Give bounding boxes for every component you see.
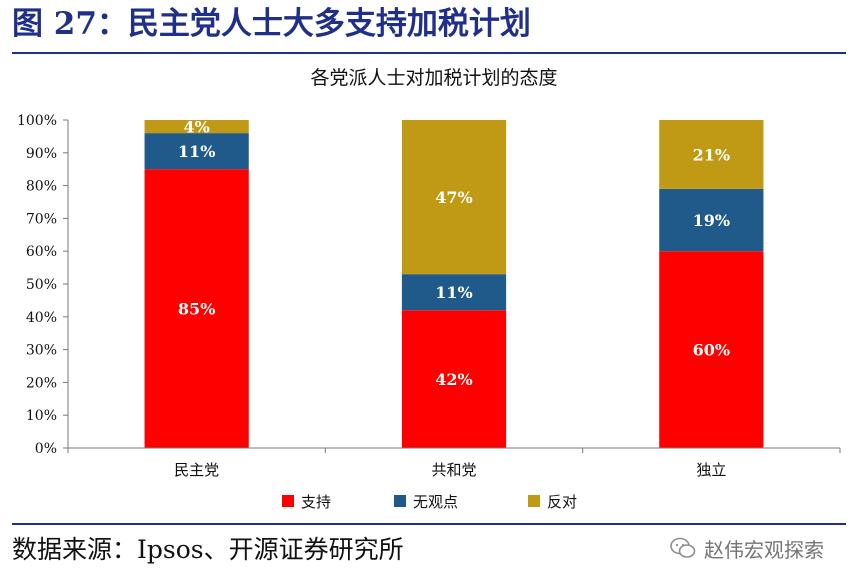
data-source-note: 数据来源：Ipsos、开源证券研究所 xyxy=(12,535,404,564)
y-tick-label: 10% xyxy=(26,408,57,424)
legend-swatch xyxy=(282,495,294,507)
legend-label: 无观点 xyxy=(413,493,458,511)
wechat-icon xyxy=(670,537,696,558)
x-category-label: 独立 xyxy=(696,461,726,479)
y-tick-label: 40% xyxy=(26,310,57,326)
data-label: 42% xyxy=(435,370,472,389)
legend-label: 支持 xyxy=(301,493,331,511)
x-category-label: 共和党 xyxy=(431,461,476,479)
legend-swatch xyxy=(528,495,540,507)
y-tick-label: 80% xyxy=(26,179,57,195)
watermark: 赵伟宏观探索 xyxy=(670,528,824,568)
y-tick-label: 30% xyxy=(26,343,57,359)
legend: 支持 无观点 反对 xyxy=(282,493,577,511)
bar-segment xyxy=(401,120,507,275)
bar-segment xyxy=(144,133,249,170)
x-axis: 民主党 共和党 独立 xyxy=(67,447,841,479)
title-divider xyxy=(12,52,846,54)
y-tick-label: 20% xyxy=(26,375,57,391)
bars-group: 85% 11% 4% 42% 11% 47% 60% 19% 21% xyxy=(144,118,764,448)
bar-segment xyxy=(401,274,507,311)
y-tick-label: 60% xyxy=(26,244,57,260)
bar-segment xyxy=(144,120,249,134)
y-axis: 0% 10% 20% 30% 40% 50% 60% 70% 80% 90% 100% xyxy=(17,113,69,457)
y-tick-label: 0% xyxy=(35,441,57,457)
data-label: 19% xyxy=(693,211,730,230)
bar-segment xyxy=(659,120,764,189)
bar-segment xyxy=(659,251,764,448)
y-tick-label: 50% xyxy=(26,277,57,293)
data-label: 11% xyxy=(178,142,215,161)
figure-title: 图 27：民主党人士大多支持加税计划 xyxy=(12,6,531,42)
chart-title: 各党派人士对加税计划的态度 xyxy=(310,67,557,89)
data-label: 21% xyxy=(693,145,730,164)
data-label: 11% xyxy=(435,283,472,302)
data-label: 47% xyxy=(435,188,472,207)
bar-segment xyxy=(144,169,249,448)
data-label: 4% xyxy=(183,118,209,137)
legend-label: 反对 xyxy=(547,493,577,511)
data-label: 85% xyxy=(178,300,215,319)
watermark-text: 赵伟宏观探索 xyxy=(704,537,824,562)
x-category-label: 民主党 xyxy=(174,461,219,479)
legend-swatch xyxy=(394,495,406,507)
y-tick-label: 100% xyxy=(17,113,57,129)
y-tick-label: 90% xyxy=(26,146,57,162)
bar-segment xyxy=(401,310,507,448)
source-divider xyxy=(12,523,846,525)
data-label: 60% xyxy=(693,341,730,360)
y-tick-label: 70% xyxy=(26,211,57,227)
bar-segment xyxy=(659,188,764,252)
